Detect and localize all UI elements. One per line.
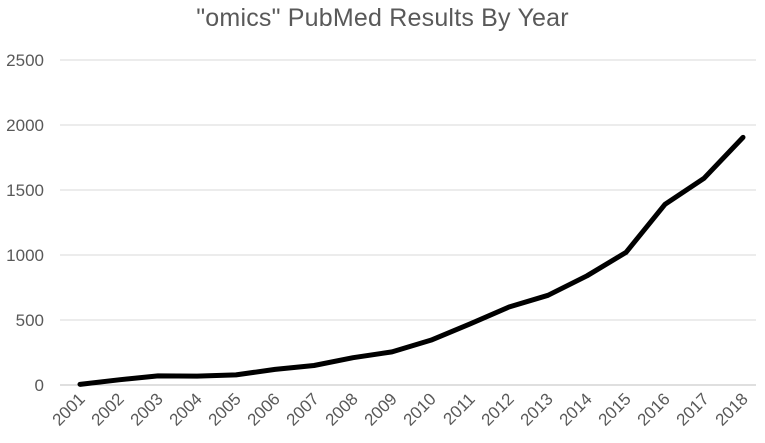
x-tick-label: 2014 xyxy=(556,389,596,429)
x-tick-label: 2010 xyxy=(400,389,440,429)
y-tick-label: 500 xyxy=(16,311,44,330)
x-tick-label: 2008 xyxy=(322,389,362,429)
x-tick-label: 2018 xyxy=(712,389,752,429)
x-tick-label: 2013 xyxy=(517,389,557,429)
x-tick-label: 2011 xyxy=(440,389,479,428)
x-tick-label: 2009 xyxy=(361,389,401,429)
x-tick-label: 2015 xyxy=(595,389,635,429)
y-tick-label: 1000 xyxy=(6,246,44,265)
x-tick-label: 2017 xyxy=(673,389,713,429)
y-tick-label: 2500 xyxy=(6,51,44,70)
x-tick-label: 2004 xyxy=(166,389,206,429)
chart-title: "omics" PubMed Results By Year xyxy=(196,4,569,32)
x-tick-label: 2005 xyxy=(205,389,245,429)
x-tick-label: 2003 xyxy=(127,389,167,429)
x-tick-label: 2012 xyxy=(478,389,518,429)
y-tick-label: 2000 xyxy=(6,116,44,135)
y-tick-label: 0 xyxy=(35,376,44,395)
series-line xyxy=(77,134,746,387)
x-tick-label: 2002 xyxy=(88,389,128,429)
x-tick-label: 2007 xyxy=(283,389,323,429)
x-tick-label: 2006 xyxy=(244,389,284,429)
x-tick-label: 2016 xyxy=(634,389,674,429)
x-tick-label: 2001 xyxy=(49,389,89,429)
y-tick-label: 1500 xyxy=(6,181,44,200)
